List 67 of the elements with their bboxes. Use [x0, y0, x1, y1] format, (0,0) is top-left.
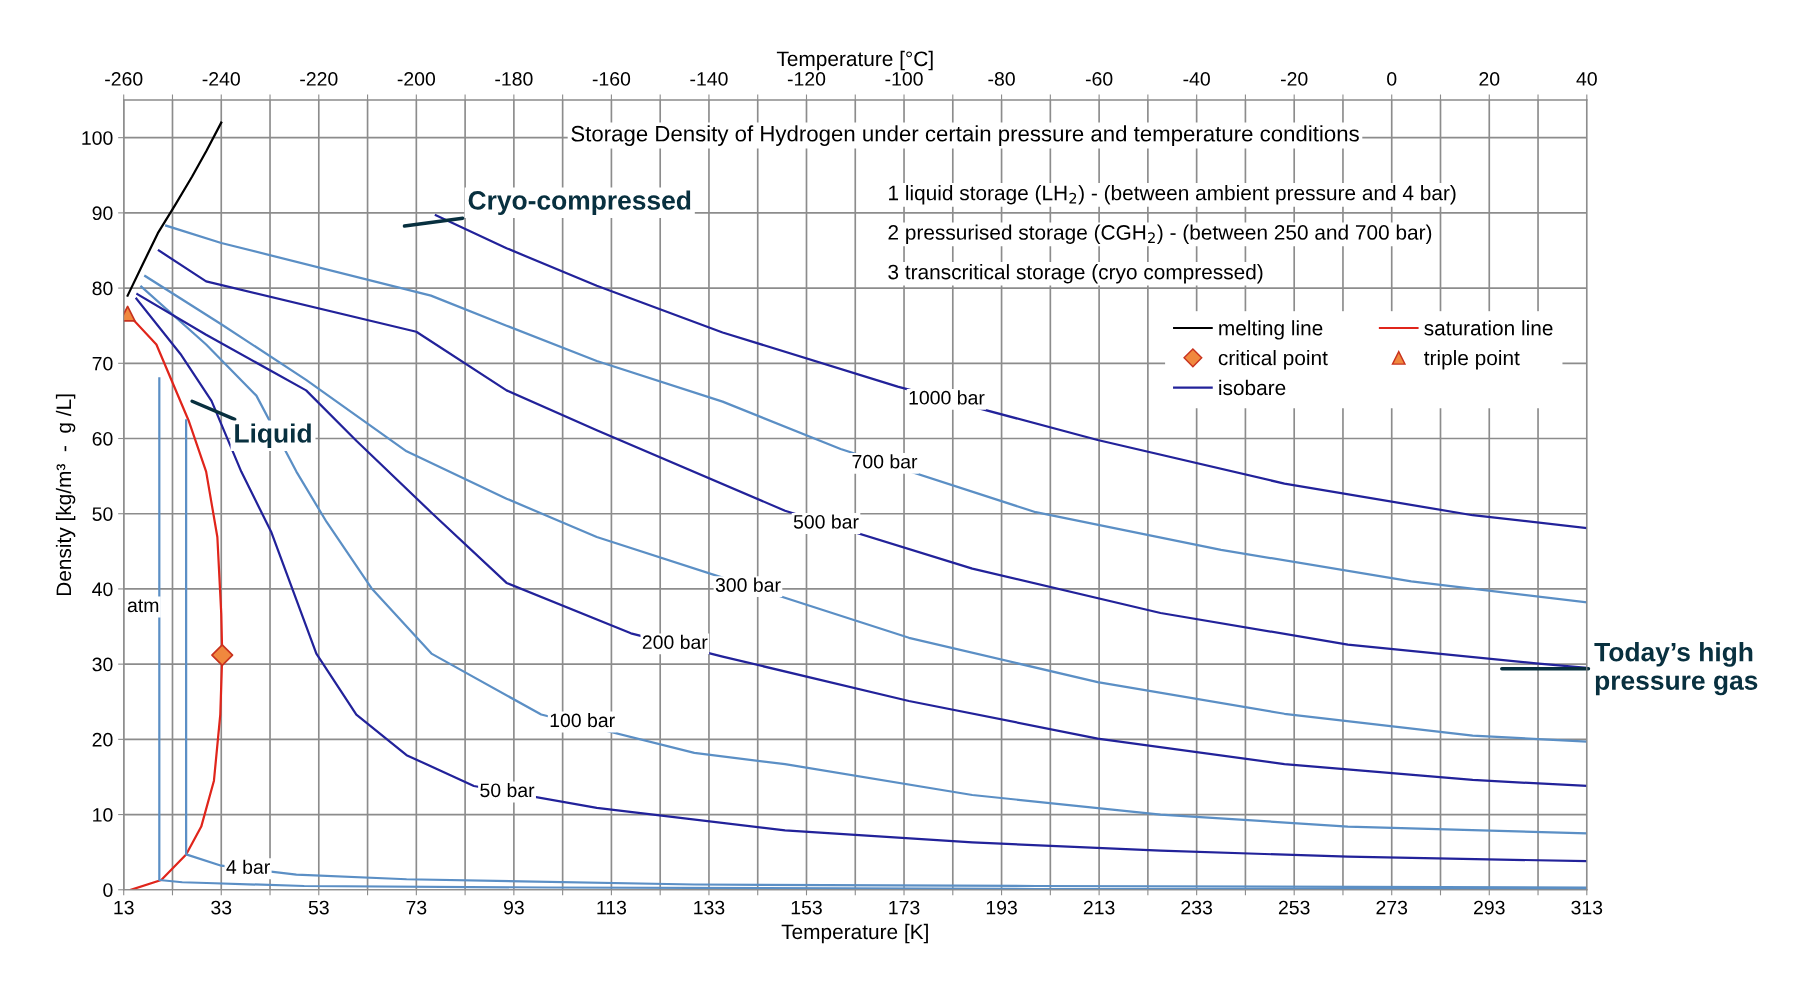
x2-tick-label: -100 — [885, 72, 923, 86]
y-tick-label: 100 — [82, 131, 113, 145]
legend-label: critical point — [1218, 350, 1328, 370]
annotation: 1000 bar — [909, 390, 985, 405]
legend-label: isobare — [1219, 379, 1286, 396]
x2-tick-label: -80 — [988, 72, 1015, 86]
x-axis-title: Temperature [K] — [781, 923, 928, 944]
x-tick-label: 233 — [1181, 900, 1213, 915]
x2-tick-label: -180 — [495, 72, 533, 86]
x-tick-label: 73 — [406, 900, 427, 915]
x2-axis-title: Temperature [°C] — [776, 50, 933, 71]
y-tick-label: 90 — [92, 206, 113, 221]
x-tick-label: 93 — [503, 900, 524, 915]
x-tick-label: 193 — [986, 900, 1017, 915]
x-tick-label: 293 — [1474, 900, 1505, 915]
y-tick-label: 10 — [93, 808, 113, 822]
annotation: 200 bar — [642, 634, 708, 650]
annotation: 4 bar — [226, 859, 270, 874]
y-tick-label: 0 — [103, 883, 113, 897]
text: Today’s high pressure gas — [1594, 642, 1758, 696]
x2-tick-label: -240 — [202, 72, 240, 86]
x2-tick-label: -20 — [1281, 72, 1308, 86]
y-tick-label: 80 — [92, 281, 113, 296]
x-tick-label: 113 — [597, 900, 627, 915]
legend-label: triple point — [1424, 350, 1520, 370]
x-tick-label: 133 — [694, 900, 725, 915]
text: Storage Density of Hydrogen under certain pressure and temperature conditions — [571, 125, 1359, 146]
x-tick-label: 273 — [1376, 900, 1408, 915]
x2-tick-label: -200 — [397, 72, 436, 86]
x-tick-label: 33 — [211, 900, 232, 915]
x2-tick-label: 40 — [1576, 72, 1597, 86]
y-tick-label: 60 — [92, 431, 113, 446]
annotation: atm — [127, 599, 159, 613]
x-tick-label: 13 — [114, 900, 134, 915]
y-tick-label: 70 — [92, 356, 113, 371]
x2-tick-label: 20 — [1479, 72, 1500, 86]
annotation: 100 bar — [550, 712, 615, 728]
x2-tick-label: -260 — [105, 72, 143, 86]
x2-tick-label: -140 — [690, 72, 728, 86]
legend-label: saturation line — [1424, 320, 1553, 336]
x2-tick-label: -60 — [1085, 72, 1113, 86]
x-tick-label: 153 — [791, 900, 822, 915]
y-tick-label: 20 — [92, 732, 113, 747]
x2-tick-label: -220 — [300, 72, 338, 86]
annotation: Cryo-compressed — [468, 190, 691, 216]
x-tick-label: 213 — [1083, 900, 1115, 915]
y-tick-label: 50 — [92, 507, 113, 521]
annotation: 500 bar — [793, 514, 859, 529]
legend-label: melting line — [1219, 320, 1323, 340]
y-tick-label: 40 — [92, 582, 113, 597]
x-tick-label: 53 — [308, 900, 329, 915]
x-tick-label: 253 — [1278, 900, 1310, 915]
annotation: 50 bar — [480, 782, 535, 798]
x2-tick-label: -120 — [787, 72, 826, 86]
y-tick-label: 30 — [92, 657, 113, 672]
y-axis-title: Density [kg/m³ - g /L] — [55, 394, 76, 596]
annotation: 2 pressurised storage (CGH$_{2}$) - (between 250 and 700 bar) — [888, 224, 1432, 244]
annotation: 300 bar — [715, 577, 781, 592]
x-tick-label: 313 — [1571, 900, 1603, 915]
x2-tick-label: -160 — [592, 72, 631, 86]
annotation: 3 transcritical storage (cryo compressed) — [888, 264, 1263, 284]
x2-tick-label: -40 — [1183, 72, 1210, 86]
annotation: Liquid — [235, 423, 311, 448]
annotation: 1 liquid storage (LH$_{2}$) - (between ambient pressure and 4 bar) — [889, 185, 1456, 205]
x2-tick-label: 0 — [1387, 72, 1397, 86]
x-tick-label: 173 — [889, 900, 920, 915]
annotation: 700 bar — [852, 454, 918, 469]
